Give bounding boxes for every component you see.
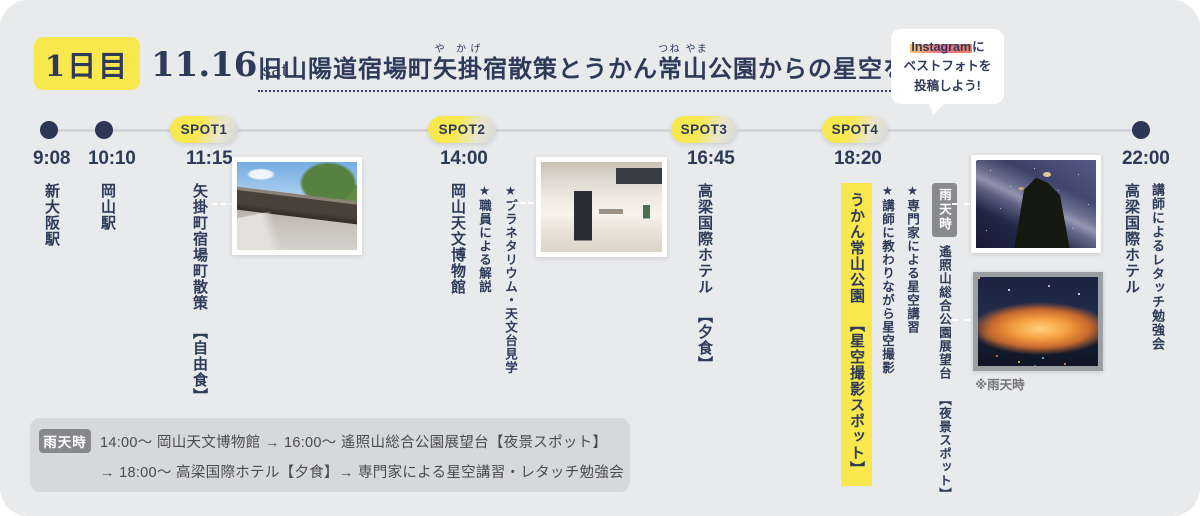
stop-astronomy-museum: 岡山天文博物館 ★職員による解説 ★プラネタリウム・天文台見学 [447, 183, 520, 375]
instagram-callout: Instagramに ベストフォトを 投稿しよう! [891, 29, 1004, 116]
stop-feature: ★職員による解説 [477, 183, 491, 294]
stop-okayama-station: 岡山駅 [97, 183, 118, 231]
timeline-dot [40, 121, 58, 139]
city-lights [978, 277, 980, 279]
stop-feature: ★講師に教わりながら星空撮影 [880, 183, 894, 375]
itinerary-title: 旧山陽道宿場町矢掛や かげ宿散策とうかん常山つね やま公園からの星空を満喫 [258, 44, 962, 92]
stop-time: 18:20 [834, 148, 882, 169]
title-segment: 宿散策とうかん [483, 54, 658, 83]
rock-silhouette [1014, 177, 1070, 248]
stop-name: 岡山天文博物館 [449, 183, 466, 295]
yakage-street-photo [232, 157, 362, 255]
day-badge: 1日目 [34, 37, 140, 90]
rainy-plan-badge: 雨天時 [39, 429, 91, 453]
rainy-alt-name: 遙照山総合公園展望台【夜景スポット】 [937, 244, 951, 501]
night-view-caption: ※雨天時 [975, 378, 1025, 392]
stop-name: 矢掛町宿場町散策【自由食】 [191, 183, 208, 404]
stop-shin-osaka: 新大阪駅 [41, 183, 62, 247]
night-view-photo [973, 272, 1103, 371]
date-number: 11.16 [151, 45, 258, 85]
stop-time: 11:15 [186, 148, 233, 169]
stop-time: 14:00 [440, 148, 488, 169]
timeline-dot [95, 121, 113, 139]
instagram-callout-line1: Instagramに [910, 40, 985, 54]
date: 11.16 sat [151, 48, 288, 82]
day-badge-label: 1日目 [44, 48, 130, 83]
photo-connector [952, 203, 970, 205]
climber-lights [1043, 172, 1052, 178]
spot3-badge: SPOT3 [671, 116, 737, 143]
stop-hotel-dinner: 高梁国際ホテル【夕食】 [694, 183, 715, 372]
photo-connector [212, 203, 235, 205]
spot1-badge: SPOT1 [170, 116, 238, 143]
instagram-brand: Instagram [910, 40, 973, 54]
stop-hotel-night: 高梁国際ホテル 講師によるレタッチ勉強会 [1121, 183, 1167, 351]
stop-name-highlighted: うかん常山公園【星空撮影スポット】 [841, 183, 872, 486]
stop-sub-activity: 講師によるレタッチ勉強会 [1150, 183, 1165, 351]
starry-sky-photo [971, 155, 1101, 253]
stop-yakage: 矢掛町宿場町散策【自由食】 [189, 183, 210, 404]
rainy-plan-line1: 14:00〜 岡山天文博物館 → 16:00〜 遙照山総合公園展望台【夜景スポッ… [100, 435, 608, 451]
bubble-tail [929, 103, 945, 116]
stop-time: 10:10 [88, 148, 136, 169]
title-segment: 旧山陽道宿場町 [258, 54, 433, 83]
stop-name: 新大阪駅 [43, 183, 60, 247]
street-road [237, 206, 291, 250]
astronomy-museum-photo [536, 157, 667, 257]
stop-time: 9:08 [33, 148, 71, 169]
instagram-callout-line3: 投稿しよう! [914, 78, 981, 93]
photo-connector [512, 202, 534, 204]
spot2-badge: SPOT2 [428, 116, 496, 143]
stop-time: 22:00 [1122, 148, 1170, 169]
stop-feature: ★専門家による星空講習 [905, 183, 919, 334]
stars [976, 160, 977, 161]
title-segment: 常山つね やま [658, 44, 708, 83]
rainy-alternative: 雨天時 遙照山総合公園展望台【夜景スポット】 [932, 183, 957, 501]
title-segment: 矢掛や かげ [433, 44, 483, 83]
stop-name: 岡山駅 [99, 183, 116, 231]
spot4-badge: SPOT4 [822, 116, 888, 143]
rainy-plan-box: 雨天時 14:00〜 岡山天文博物館 → 16:00〜 遙照山総合公園展望台【夜… [30, 418, 630, 492]
stop-name: 高梁国際ホテル【夕食】 [696, 183, 713, 372]
stop-time: 16:45 [687, 148, 735, 169]
timeline-line [49, 129, 1141, 132]
rainy-plan-line2: → 18:00〜 高梁国際ホテル【夕食】→ 専門家による星空講習・レタッチ勉強会 [100, 465, 624, 481]
date-weekday: sat [262, 61, 289, 81]
photo-connector [952, 319, 970, 321]
stop-tsuneyama-park: うかん常山公園【星空撮影スポット】 ★講師に教わりながら星空撮影 ★専門家による… [841, 183, 957, 501]
stop-feature: ★プラネタリウム・天文台見学 [503, 183, 517, 375]
instagram-callout-line2: ベストフォトを [903, 59, 992, 74]
timeline-dot [1132, 121, 1150, 139]
stop-name: 高梁国際ホテル [1123, 183, 1140, 295]
rainy-badge: 雨天時 [932, 183, 957, 237]
